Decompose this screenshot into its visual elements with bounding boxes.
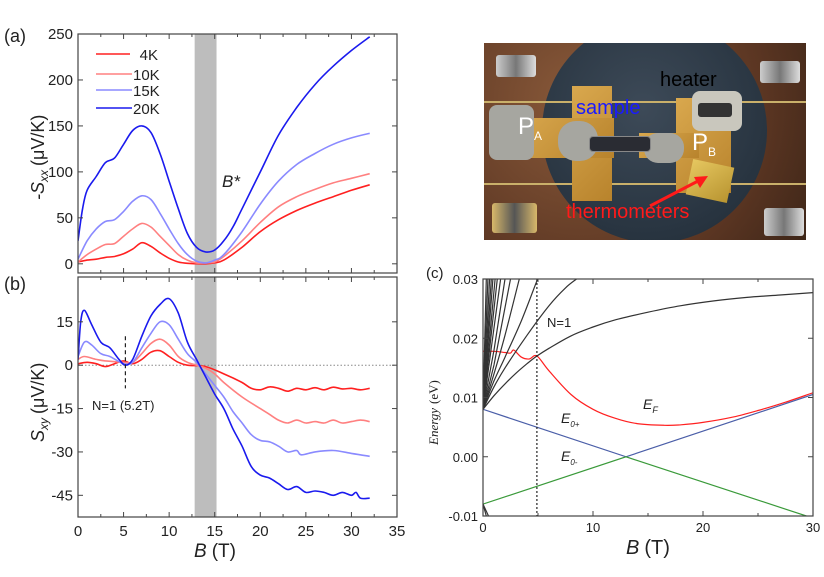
y-tick-label: 250 (48, 26, 73, 43)
clip (760, 61, 800, 83)
x-tick-label: 30 (343, 523, 360, 540)
xlabel-c: B (T) (626, 537, 670, 559)
annotation-bstar: B* (222, 172, 241, 191)
series-line-n-2 (483, 279, 577, 410)
clip (492, 203, 537, 233)
y-tick-label: 0 (65, 256, 73, 273)
sample-crystal (589, 136, 651, 152)
legend-label-10k: 10K (133, 67, 160, 84)
silver-paste (489, 105, 534, 160)
series-line-20k (78, 36, 371, 253)
ylabel-c: Energy(eV) (426, 380, 441, 446)
x-tick-label: 20 (696, 520, 710, 535)
panel-label-b: (b) (4, 274, 26, 294)
legend-label-20k: 20K (133, 101, 160, 118)
ylabel-a: -Sxx(μV/K) (28, 115, 51, 200)
series-line-4k (78, 184, 370, 265)
y-tick-label: -0.01 (448, 509, 478, 524)
legend-label-15k: 15K (133, 83, 160, 100)
x-tick-label: 0 (479, 520, 486, 535)
series-group (78, 297, 370, 500)
chart-c: 0 10 20 30 0.03 0.02 0.01 0.00 -0.01 (448, 272, 820, 535)
annotation-n1-b: N=1 (5.2T) (92, 398, 155, 413)
series-line-e-0- (483, 456, 807, 516)
shaded-band-bstar (194, 277, 217, 517)
plot-frame (77, 276, 398, 518)
ylabel-b: Sxy(μV/K) (28, 363, 51, 442)
y-tick-label: -30 (51, 444, 73, 461)
x-tick-label: 10 (586, 520, 600, 535)
legend: 4K 10K 15K 20K (96, 47, 160, 118)
chart-b: 0 5 10 15 20 25 30 35 15 0 -15 -30 -45 (51, 276, 406, 540)
annotation-e0p: E0+ (561, 410, 580, 429)
x-tick-label: 35 (389, 523, 406, 540)
series-line-n-6 (483, 279, 506, 410)
series-line-20k (78, 297, 370, 500)
label-sample: sample (576, 97, 641, 119)
annotation-ef: EF (643, 396, 658, 415)
x-tick-label: 0 (74, 523, 82, 540)
y-tick-label: 0.02 (453, 331, 478, 346)
annotation-n1-c: N=1 (547, 315, 571, 330)
label-thermometers: thermometers (566, 201, 690, 223)
arrow-icon (649, 176, 708, 208)
legend-label-4k: 4K (140, 47, 158, 64)
sample-photo: heater sample PA PB thermometers (484, 43, 806, 240)
heater-chip (698, 103, 732, 117)
x-tick-label: 15 (206, 523, 223, 540)
y-tick-label: 15 (56, 314, 73, 331)
series-line-n-4 (483, 279, 520, 410)
series-line-n-5 (483, 279, 512, 410)
x-tick-label: 25 (298, 523, 315, 540)
wire (484, 101, 806, 103)
y-tick-label: 50 (56, 210, 73, 227)
label-heater: heater (660, 69, 717, 91)
series-line-4k (78, 349, 370, 393)
y-tick-label: 150 (48, 118, 73, 135)
shaded-band-bstar (194, 34, 217, 273)
xlabel-b: B (T) (194, 541, 236, 562)
x-tick-label: 5 (119, 523, 127, 540)
panel-label-c: (c) (426, 265, 444, 282)
y-tick-label: 100 (48, 164, 73, 181)
y-tick-label: 0.03 (453, 272, 478, 287)
y-tick-label: 0 (65, 357, 73, 374)
label-pa: PA (518, 113, 543, 143)
label-pb: PB (692, 129, 717, 159)
series-group (78, 36, 371, 265)
x-tick-label: 10 (161, 523, 178, 540)
x-tick-label: 20 (252, 523, 269, 540)
wire (484, 183, 806, 185)
series-line-e-f (483, 349, 813, 426)
chart-a: 0 50 100 150 200 250 (48, 26, 398, 274)
series-line-n-3 (483, 280, 538, 410)
y-tick-label: 0.01 (453, 391, 478, 406)
y-tick-label: -45 (51, 487, 73, 504)
series-line-n-1 (483, 292, 813, 410)
y-tick-label: 200 (48, 72, 73, 89)
series-line-10k (78, 172, 370, 264)
y-tick-label: -15 (51, 401, 73, 418)
clip (496, 55, 536, 77)
y-tick-label: 0.00 (453, 450, 478, 465)
series-group (483, 279, 813, 516)
series-line-15k (78, 132, 370, 264)
annotation-e0m: E0- (561, 448, 578, 467)
clip (764, 208, 804, 236)
panel-label-a: (a) (4, 26, 26, 46)
x-tick-label: 30 (806, 520, 820, 535)
